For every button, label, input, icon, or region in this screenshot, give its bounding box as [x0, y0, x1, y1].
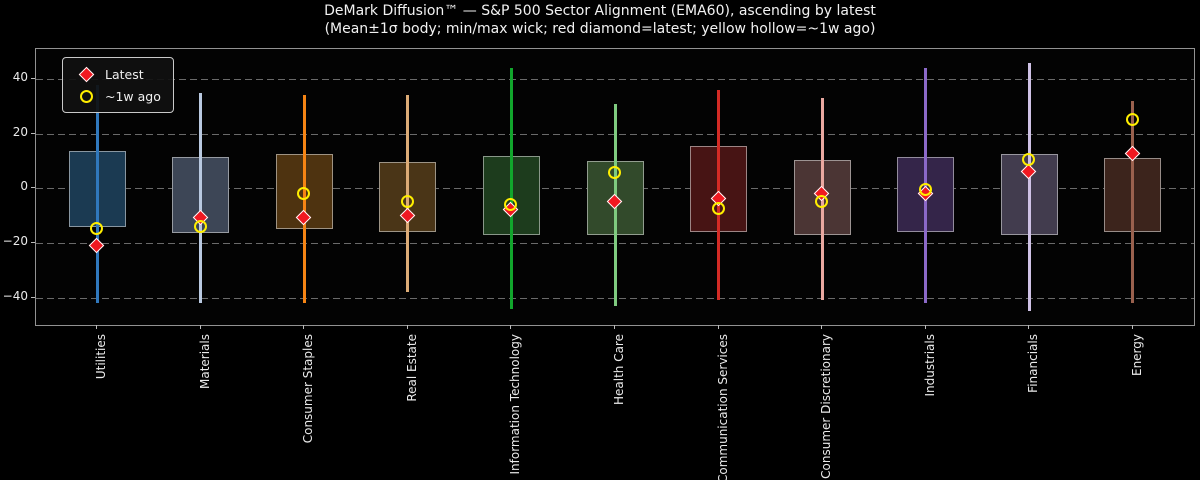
y-tick-mark — [31, 242, 35, 244]
x-tick-label: Utilities — [94, 334, 109, 380]
wick — [199, 92, 203, 304]
chart-title: DeMark Diffusion™ — S&P 500 Sector Align… — [324, 3, 876, 19]
y-tick-label: −40 — [2, 288, 28, 303]
red-diamond-icon — [78, 66, 94, 82]
week-ago-marker — [815, 195, 829, 209]
x-tick-mark — [614, 325, 615, 329]
week-ago-marker — [90, 222, 104, 236]
wick — [1131, 100, 1135, 304]
week-ago-marker — [918, 182, 932, 196]
week-ago-marker — [711, 201, 725, 215]
wick — [1027, 62, 1031, 312]
week-ago-marker — [1125, 113, 1139, 127]
legend: Latest ~1w ago — [62, 57, 174, 113]
x-tick-mark — [510, 325, 512, 329]
x-tick-mark — [303, 325, 305, 329]
x-tick-mark — [199, 325, 201, 329]
x-tick-mark — [821, 325, 823, 329]
wick — [95, 84, 99, 304]
latest-marker — [88, 237, 105, 254]
wick — [406, 95, 410, 293]
y-tick-label: −20 — [2, 234, 28, 249]
x-tick-label: Health Care — [612, 334, 626, 406]
x-tick-label: Consumer Staples — [301, 334, 316, 444]
legend-marker-cell — [71, 66, 101, 82]
y-tick-label: 40 — [12, 70, 28, 85]
x-tick-label: Energy — [1129, 334, 1144, 377]
x-tick-label: Real Estate — [404, 334, 419, 402]
legend-label-week-ago: ~1w ago — [105, 88, 161, 104]
plot-area — [35, 48, 1195, 326]
yellow-hollow-circle-icon — [79, 89, 93, 103]
week-ago-marker — [608, 166, 621, 180]
legend-marker-cell — [71, 89, 101, 103]
week-ago-marker — [297, 186, 311, 200]
week-ago-marker — [193, 219, 207, 233]
x-tick-label: Materials — [197, 334, 212, 390]
x-tick-label: Consumer Discretionary — [819, 334, 834, 479]
x-tick-label: Information Technology — [508, 334, 523, 475]
x-tick-mark — [96, 325, 98, 329]
week-ago-marker — [1022, 152, 1036, 166]
x-tick-mark — [717, 325, 719, 329]
x-tick-label: Communication Services — [715, 334, 730, 480]
wick — [509, 68, 513, 309]
x-tick-mark — [924, 325, 926, 329]
x-tick-mark — [1131, 325, 1133, 329]
legend-item-latest: Latest — [71, 63, 161, 85]
x-tick-mark — [1028, 325, 1030, 329]
x-tick-label: Industrials — [922, 334, 937, 397]
chart-subtitle: (Mean±1σ body; min/max wick; red diamond… — [324, 21, 876, 37]
y-tick-mark — [31, 132, 35, 134]
x-tick-label: Financials — [1026, 334, 1041, 393]
y-tick-mark — [31, 187, 35, 189]
gridline — [36, 79, 1194, 81]
week-ago-marker — [400, 195, 414, 209]
x-tick-mark — [406, 325, 408, 329]
y-tick-label: 0 — [20, 179, 28, 194]
week-ago-marker — [504, 197, 518, 211]
y-tick-mark — [31, 78, 35, 80]
y-tick-mark — [31, 296, 35, 298]
legend-label-latest: Latest — [105, 66, 144, 82]
y-tick-label: 20 — [12, 124, 28, 139]
legend-item-week-ago: ~1w ago — [71, 85, 161, 107]
